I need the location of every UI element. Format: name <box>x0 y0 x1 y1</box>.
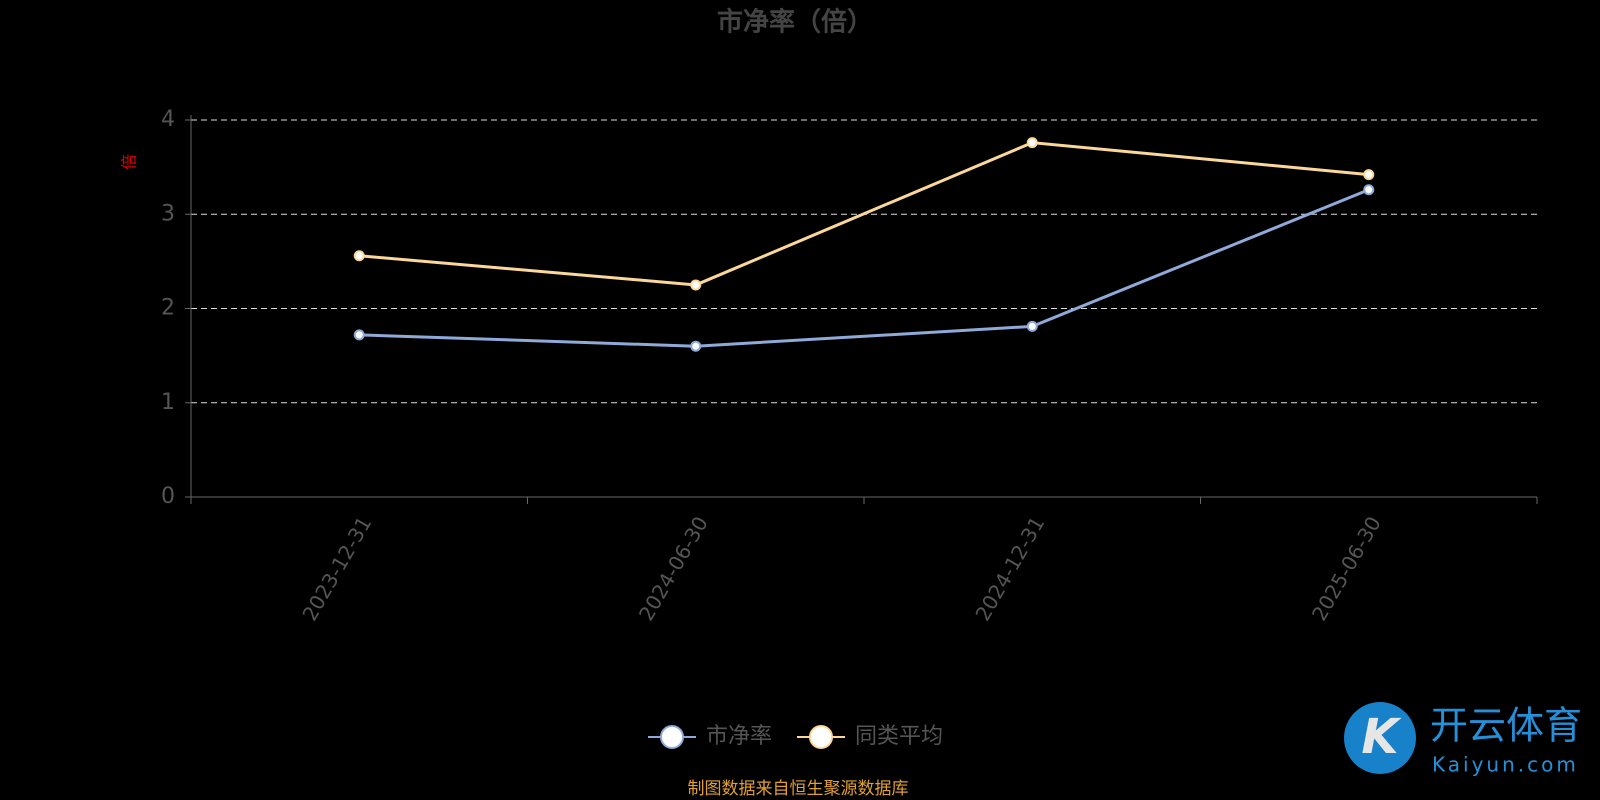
data-point <box>690 279 702 291</box>
data-point <box>1363 169 1375 181</box>
chart-title: 市净率（倍） <box>717 7 873 38</box>
legend-label: 同类平均 <box>855 724 943 749</box>
data-point <box>1026 320 1038 332</box>
legend-symbol <box>809 725 833 749</box>
watermark: K 开云体育 Kaiyun.com <box>1344 702 1582 777</box>
series-line <box>359 141 1369 287</box>
legend-label: 市净率 <box>706 724 772 749</box>
y-tick-label: 1 <box>161 390 175 415</box>
y-axis-label: 倍 <box>120 154 139 170</box>
watermark-brand: 开云体育 <box>1430 704 1582 748</box>
data-point <box>690 340 702 352</box>
y-tick-label: 2 <box>161 296 175 321</box>
data-point <box>353 250 365 262</box>
series-line <box>359 188 1370 348</box>
y-tick-label: 0 <box>161 484 175 509</box>
data-point <box>1026 137 1038 149</box>
watermark-site: Kaiyun.com <box>1432 753 1579 777</box>
y-tick-label: 4 <box>161 107 175 132</box>
legend-symbol <box>660 725 684 749</box>
watermark-logo-letter: K <box>1361 709 1402 765</box>
data-point <box>1363 184 1375 196</box>
y-tick-label: 3 <box>161 201 175 226</box>
watermark-logo <box>1344 702 1416 774</box>
data-point <box>353 329 365 341</box>
source-note: 制图数据来自恒生聚源数据库 <box>688 779 909 799</box>
